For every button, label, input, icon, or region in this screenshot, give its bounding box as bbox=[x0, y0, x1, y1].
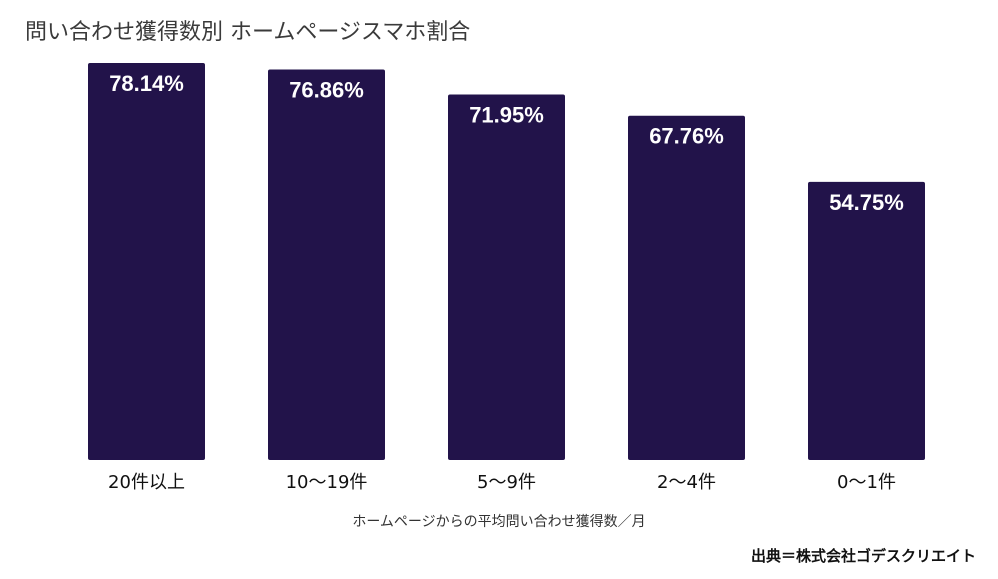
value-label-4: 67.76% bbox=[649, 124, 724, 149]
category-labels-layer: 20件以上 10〜19件 5〜9件 2〜4件 0〜1件 bbox=[108, 472, 896, 493]
bar-2 bbox=[268, 69, 385, 460]
source-credit: 出典＝株式会社ゴデスクリエイト bbox=[750, 547, 976, 565]
value-label-1: 78.14% bbox=[109, 71, 184, 96]
bar-5 bbox=[808, 181, 925, 460]
x-axis-label: ホームページからの平均問い合わせ獲得数／月 bbox=[352, 514, 646, 530]
chart-title: 問い合わせ獲得数別 ホームページスマホ割合 bbox=[25, 20, 471, 45]
category-label-3: 5〜9件 bbox=[477, 472, 536, 493]
category-label-2: 10〜19件 bbox=[286, 472, 368, 493]
value-labels-layer: 78.14% 76.86% 71.95% 67.76% 54.75% bbox=[109, 71, 904, 215]
bars-layer bbox=[88, 63, 925, 461]
value-label-3: 71.95% bbox=[469, 102, 544, 127]
bar-1 bbox=[88, 63, 205, 460]
category-label-4: 2〜4件 bbox=[657, 472, 716, 493]
value-label-2: 76.86% bbox=[289, 78, 364, 103]
category-label-5: 0〜1件 bbox=[837, 472, 896, 493]
bar-4 bbox=[628, 115, 745, 461]
bar-3 bbox=[448, 94, 565, 460]
category-label-1: 20件以上 bbox=[108, 472, 185, 493]
value-label-5: 54.75% bbox=[829, 190, 904, 215]
